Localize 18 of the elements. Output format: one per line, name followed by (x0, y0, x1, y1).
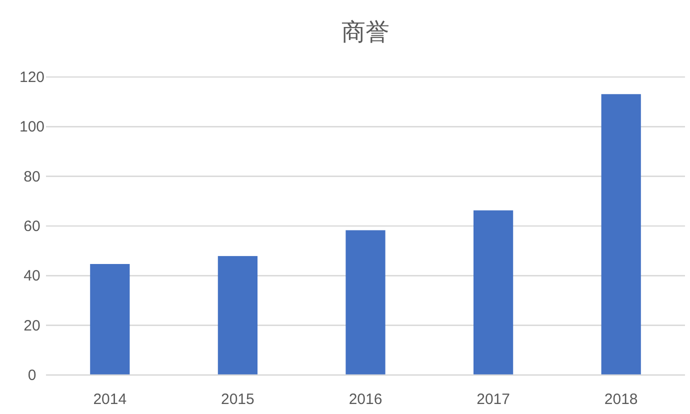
y-tick-label: 0 (28, 367, 36, 384)
y-tick-label: 60 (24, 218, 40, 235)
x-tick-label: 2016 (348, 391, 382, 408)
bar (218, 256, 258, 375)
x-tick-label: 2015 (221, 391, 254, 408)
y-tick-label: 40 (24, 268, 40, 285)
bar (90, 264, 130, 375)
bar (601, 94, 641, 375)
x-tick-label: 2014 (93, 391, 127, 408)
y-tick-label: 80 (24, 168, 40, 186)
chart-title: 商誉 (342, 18, 390, 46)
y-tick-label: 100 (19, 118, 45, 136)
x-tick-label: 2017 (476, 391, 510, 408)
bar (346, 230, 386, 375)
y-tick-label: 20 (24, 317, 40, 334)
bar (473, 210, 514, 375)
x-tick-label: 2018 (604, 391, 638, 408)
y-tick-label: 120 (19, 69, 45, 86)
